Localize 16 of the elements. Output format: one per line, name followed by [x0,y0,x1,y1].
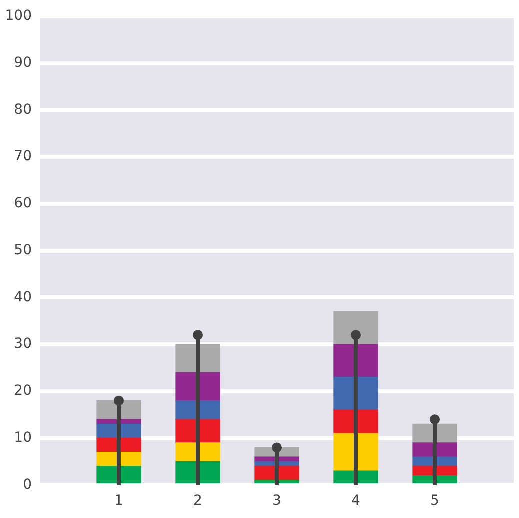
y-tick-label: 30 [14,336,32,352]
y-tick-label: 100 [5,8,32,24]
y-tick-label: 70 [14,148,32,165]
y-tick-label: 10 [14,430,32,446]
y-tick-label: 60 [14,196,32,212]
x-tick-label: 5 [430,493,440,510]
y-tick-label: 40 [14,289,32,306]
y-tick-label: 20 [14,383,32,400]
y-tick-label: 90 [14,54,32,71]
y-tick-label: 50 [14,242,32,258]
x-tick-label: 4 [352,493,361,510]
y-tick-label: 0 [23,476,32,493]
x-tick-label: 3 [272,493,282,510]
x-tick-label: 1 [114,493,124,510]
x-tick-label: 2 [194,493,202,510]
y-tick-label: 80 [14,102,32,118]
